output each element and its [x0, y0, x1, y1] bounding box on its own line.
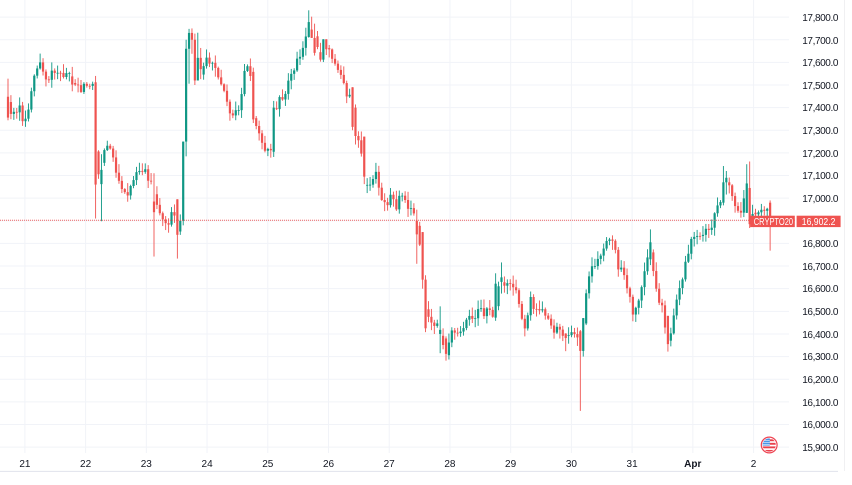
- svg-text:CRYPTO20: CRYPTO20: [754, 217, 794, 228]
- svg-text:16,902.2: 16,902.2: [802, 217, 836, 228]
